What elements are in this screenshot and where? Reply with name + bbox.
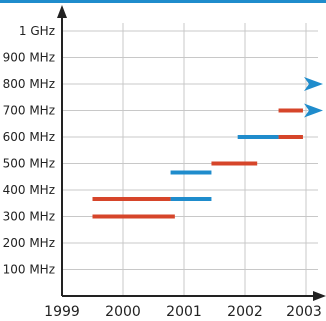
x-tick-label: 2003 — [286, 304, 322, 320]
y-tick-label: 200 MHz — [3, 236, 55, 250]
y-tick-label: 300 MHz — [3, 210, 55, 224]
y-tick-label: 400 MHz — [3, 183, 55, 197]
x-axis-arrow-icon — [313, 291, 326, 301]
x-tick-label: 1999 — [44, 304, 80, 320]
y-tick-label: 100 MHz — [3, 263, 55, 277]
y-axis-arrow-icon — [57, 5, 67, 18]
x-tick-label: 2000 — [105, 304, 141, 320]
y-tick-label: 800 MHz — [3, 77, 55, 91]
continuation-arrows — [304, 77, 323, 118]
x-tick-labels: 1999 2000 2001 2002 2003 — [44, 304, 322, 320]
y-tick-label: 1 GHz — [19, 24, 55, 38]
grid — [62, 23, 318, 296]
continuation-arrow-icon — [304, 103, 323, 118]
x-tick-label: 2001 — [166, 304, 202, 320]
y-tick-labels: 100 MHz 200 MHz 300 MHz 400 MHz 500 MHz 600 M… — [3, 24, 55, 277]
axes — [57, 5, 326, 301]
continuation-arrow-icon — [304, 77, 323, 91]
y-tick-label: 900 MHz — [3, 51, 55, 65]
y-tick-label: 600 MHz — [3, 130, 55, 144]
y-tick-label: 700 MHz — [3, 104, 55, 118]
x-tick-label: 2002 — [227, 304, 263, 320]
bars — [92, 108, 303, 219]
y-tick-label: 500 MHz — [3, 157, 55, 171]
top-band — [0, 0, 326, 3]
